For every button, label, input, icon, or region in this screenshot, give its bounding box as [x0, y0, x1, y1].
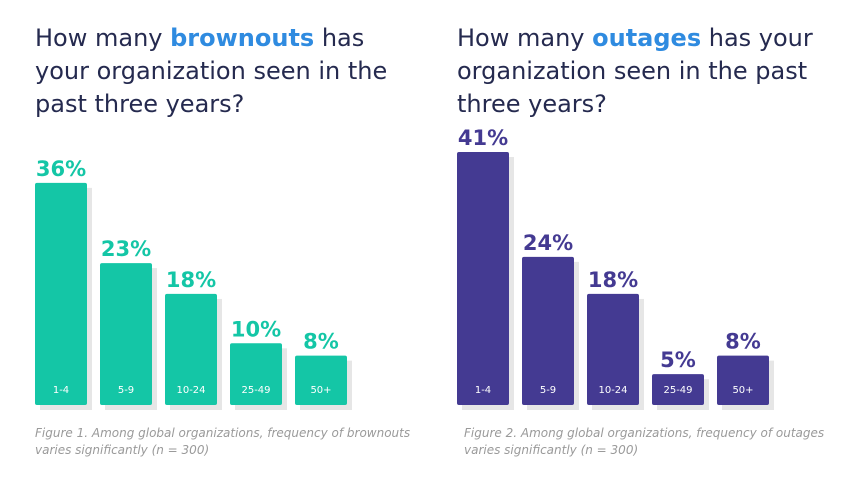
value-label: 18% — [166, 268, 216, 292]
brownouts-bar-chart: 36% 1-4 23% 5-9 18% 10-24 10% 25-49 8% 50+ — [35, 157, 352, 410]
category-label: 10-24 — [176, 385, 205, 396]
figure-caption-1: Figure 1. Among global organizations, fr… — [35, 426, 411, 457]
bar-10-24 — [587, 293, 639, 405]
chart-title-brownouts: How many brownouts has your organization… — [35, 24, 388, 118]
title-highlight-outages: outages — [592, 24, 702, 52]
value-label: 24% — [523, 231, 573, 255]
value-label: 18% — [588, 268, 638, 292]
bar-50+ — [717, 355, 769, 405]
bar-10-24 — [165, 293, 217, 405]
category-label: 50+ — [732, 385, 753, 396]
figure-caption-2: Figure 2. Among global organizations, fr… — [464, 426, 825, 457]
category-label: 50+ — [310, 385, 331, 396]
value-label: 36% — [36, 157, 86, 181]
bar-5-9 — [522, 256, 574, 405]
value-label: 41% — [458, 126, 508, 150]
bar-5-9 — [100, 263, 152, 405]
category-label: 1-4 — [475, 385, 491, 396]
chart-title-outages: How many outages has your organization s… — [457, 24, 813, 118]
outages-panel: How many outages has your organization s… — [422, 0, 824, 481]
value-label: 5% — [660, 348, 696, 372]
value-label: 23% — [101, 237, 151, 261]
category-label: 25-49 — [241, 385, 270, 396]
category-label: 25-49 — [663, 385, 692, 396]
bar-25-49 — [652, 374, 704, 405]
category-label: 5-9 — [118, 385, 134, 396]
value-label: 10% — [231, 317, 281, 341]
bar-25-49 — [230, 343, 282, 405]
bar-1-4 — [457, 152, 509, 405]
category-label: 5-9 — [540, 385, 556, 396]
title-highlight-brownouts: brownouts — [170, 24, 315, 52]
bar-50+ — [295, 355, 347, 405]
brownouts-panel: How many brownouts has your organization… — [0, 0, 410, 481]
bar-1-4 — [35, 182, 87, 405]
outages-bar-chart: 41% 1-4 24% 5-9 18% 10-24 5% 25-49 8% 50+ — [457, 126, 774, 410]
value-label: 8% — [303, 330, 339, 354]
category-label: 1-4 — [53, 385, 69, 396]
category-label: 10-24 — [598, 385, 627, 396]
value-label: 8% — [725, 330, 761, 354]
